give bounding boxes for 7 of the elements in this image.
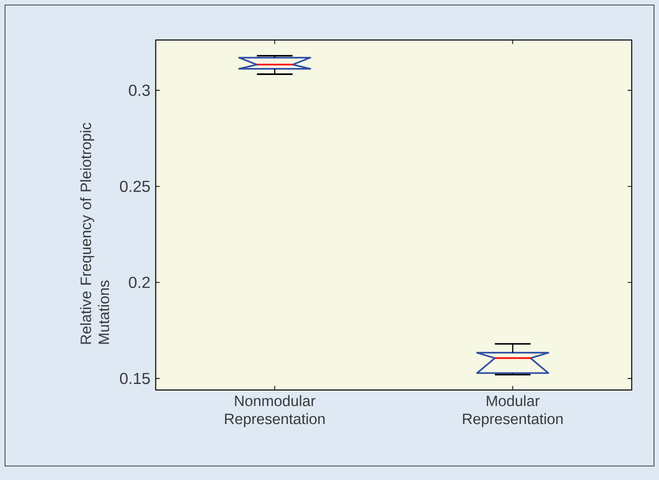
y-axis-title: Relative Frequency of Pleiotropic Mutations (80, 122, 110, 344)
y-tick-label: 0.15 (120, 372, 150, 384)
x-tick-label: Modular Representation (463, 395, 563, 428)
x-tick-label: Nonmodular Representation (225, 395, 325, 428)
y-tick-label: 0.3 (128, 84, 150, 96)
y-tick-label: 0.25 (120, 180, 150, 192)
y-tick-label: 0.2 (128, 276, 150, 288)
